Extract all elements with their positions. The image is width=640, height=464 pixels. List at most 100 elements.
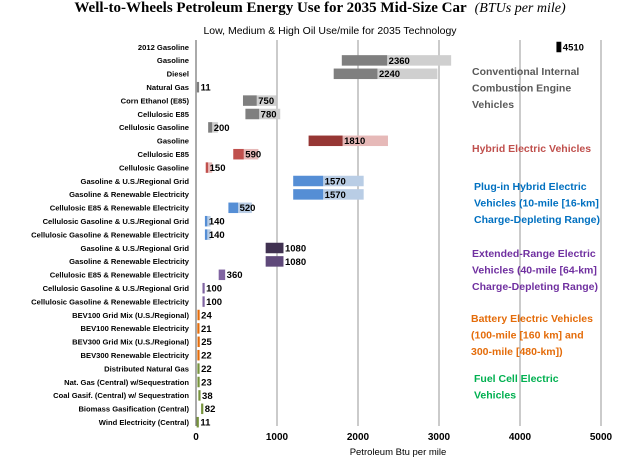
value-label: 23: [201, 377, 212, 388]
category-label: Natural Gas: [146, 83, 189, 92]
category-label: Cellulosic E85: [138, 110, 190, 119]
bar-low-mid-range: [242, 95, 257, 106]
bar-high-range: [207, 229, 211, 240]
value-label: 140: [209, 230, 225, 241]
bar-low-mid-range: [293, 175, 324, 187]
bar-low-mid-range: [197, 363, 200, 374]
value-label: 11: [201, 83, 212, 94]
group-label-line: Vehicles (40-mile [64-km]: [472, 265, 597, 277]
grid-layer: [195, 40, 602, 426]
value-label: 22: [201, 351, 212, 362]
category-label: Gasoline & U.S./Regional Grid: [81, 177, 190, 186]
category-label: Coal Gasif. (Central) w/ Sequestration: [53, 391, 189, 400]
bar-low-mid-range: [265, 242, 284, 254]
group-label: Extended-Range Electric Vehicles (40-mile…: [472, 248, 598, 293]
group-label-line: Extended-Range Electric: [472, 248, 596, 260]
value-label: 150: [210, 163, 226, 174]
category-label: Gasoline & Renewable Electricity: [69, 190, 190, 199]
x-tick-label: 0: [193, 432, 199, 443]
x-tick-label: 3000: [428, 432, 451, 443]
group-label-line: Fuel Cell Electric: [474, 373, 559, 385]
category-label: Wind Electricity (Central): [99, 418, 190, 427]
value-label: 1570: [325, 176, 346, 187]
group-label-line: Vehicles (10-mile [16-km]: [474, 198, 599, 210]
bar-high-range: [387, 55, 452, 66]
category-label: Gasoline & U.S./Regional Grid: [81, 244, 190, 253]
group-label-line: Conventional Internal: [472, 66, 579, 78]
value-label: 780: [261, 109, 277, 120]
bar-high-range: [238, 202, 252, 214]
bar-high-range: [212, 122, 218, 133]
value-label: 1080: [285, 257, 306, 268]
value-label: 25: [201, 337, 212, 348]
value-label-layer: 4510 2360 2240 11 750 780 200 1810 590 150 1570 157…: [200, 42, 584, 428]
value-label: 200: [214, 123, 230, 134]
chart-title-unit: (BTUs per mile): [475, 1, 566, 16]
bar-low-mid-range: [197, 323, 200, 334]
category-label: 2012 Gasoline: [138, 43, 189, 52]
bar-low-mid-range: [204, 229, 208, 240]
value-label: 140: [209, 217, 225, 228]
bar-low-mid-range: [341, 55, 388, 66]
chart-title-text: Well-to-Wheels Petroleum Energy Use for …: [74, 0, 467, 16]
category-label: Corn Ethanol (E85): [121, 96, 190, 105]
bar-low-mid-range: [233, 148, 244, 160]
group-label: Battery Electric Vehicles (100-mile [160 …: [471, 313, 593, 358]
bar-low-mid-range: [196, 81, 200, 93]
category-label: Cellulosic E85 & Renewable Electricity: [50, 271, 190, 280]
group-label: Plug-in Hybrid Electric Vehicles (10-mile…: [474, 181, 600, 226]
chart-title: Well-to-Wheels Petroleum Energy Use for …: [74, 0, 566, 16]
group-label-layer: Conventional Internal Combustion Engine Ve…: [471, 66, 600, 402]
value-label: 750: [258, 96, 274, 107]
group-label-line: 300-mile [480-km]): [471, 346, 563, 358]
category-label: Gasoline: [157, 56, 189, 65]
group-label-line: Charge-Depleting Range): [474, 214, 600, 226]
category-label: Biomass Gasification (Central): [78, 405, 189, 414]
x-tick-layer: 0 1000 2000 3000 4000 5000: [193, 432, 612, 443]
category-label: Cellulosic Gasoline: [119, 123, 189, 132]
value-label: 360: [227, 270, 243, 281]
bar-high-range: [323, 175, 364, 187]
category-label: BEV100 Renewable Electricity: [81, 324, 190, 333]
bar-low-mid-range: [196, 416, 199, 428]
category-label: Diesel: [167, 70, 189, 79]
bar-high-range: [207, 215, 211, 227]
value-label: 100: [206, 297, 222, 308]
category-label: Gasoline: [157, 137, 189, 146]
bar-high-range: [256, 95, 277, 106]
category-label: Cellulosic E85: [138, 150, 190, 159]
bar-low-mid-range: [201, 403, 204, 415]
x-tick-label: 5000: [590, 432, 613, 443]
category-label: Cellulosic Gasoline & U.S./Regional Grid: [43, 284, 190, 293]
group-label-line: Plug-in Hybrid Electric: [474, 181, 587, 193]
value-label: 22: [201, 364, 212, 375]
bar-high-range: [377, 68, 438, 80]
bar-low-mid-range: [218, 269, 226, 281]
bar-low-mid-range: [208, 122, 213, 133]
group-label: Fuel Cell Electric Vehicles: [474, 373, 559, 402]
x-tick-label: 2000: [347, 432, 370, 443]
bar-high-range: [342, 135, 388, 147]
category-label: Cellulosic Gasoline & Renewable Electric…: [31, 230, 190, 239]
category-label: Cellulosic Gasoline: [119, 163, 189, 172]
category-label: BEV300 Renewable Electricity: [81, 351, 190, 360]
group-label-line: Charge-Depleting Range): [472, 281, 598, 293]
value-label: 2360: [389, 56, 410, 67]
bar-low-mid-range: [204, 215, 208, 227]
value-label: 2240: [379, 69, 400, 80]
bar-high-range: [208, 162, 213, 173]
group-label-line: Vehicles: [472, 99, 514, 111]
value-label: 520: [240, 203, 256, 214]
value-label: 590: [245, 150, 261, 161]
category-label: Cellulosic Gasoline & U.S./Regional Grid: [43, 217, 190, 226]
bar-low-mid-range: [556, 41, 562, 53]
value-label: 82: [205, 404, 216, 415]
x-tick-label: 1000: [266, 432, 289, 443]
category-label: BEV300 Grid Mix (U.S./Regional): [72, 338, 189, 347]
category-label-layer: 2012 Gasoline Gasoline Diesel Natural Gas Co…: [31, 43, 190, 427]
bar-low-mid-range: [228, 202, 239, 214]
group-label: Conventional Internal Combustion Engine Ve…: [472, 66, 579, 111]
value-label: 100: [206, 284, 222, 295]
value-label: 38: [202, 391, 213, 402]
